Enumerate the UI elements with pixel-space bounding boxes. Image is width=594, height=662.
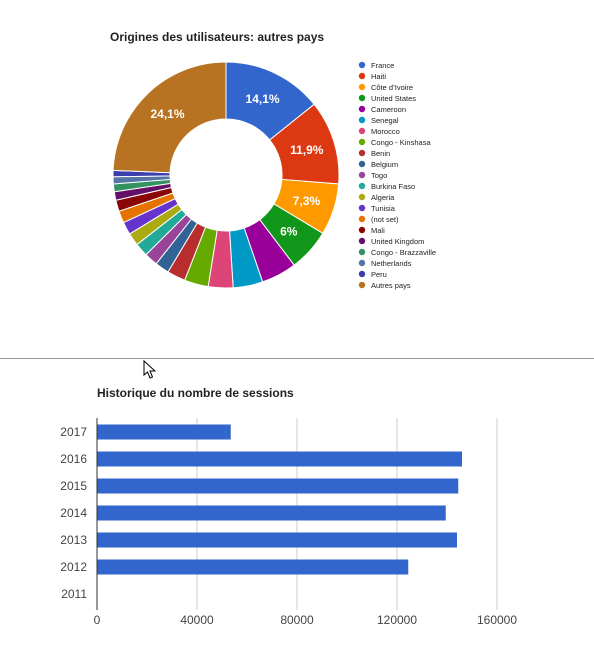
- legend-label: Haiti: [371, 72, 386, 81]
- donut-slice-label: 7,3%: [293, 194, 321, 208]
- legend-label: Cameroon: [371, 105, 406, 114]
- legend-marker-haiti: [358, 72, 366, 80]
- category-label: 2012: [60, 560, 87, 574]
- legend-label: Senegal: [371, 116, 399, 125]
- legend-label: Benin: [371, 149, 390, 158]
- legend-marker-senegal: [358, 116, 366, 124]
- legend-marker-not-set: [358, 215, 366, 223]
- legend-label: United States: [371, 94, 416, 103]
- legend-label: Morocco: [371, 127, 400, 136]
- x-tick-label: 160000: [477, 613, 517, 627]
- legend-marker-togo: [358, 171, 366, 179]
- legend-label: Peru: [371, 270, 387, 279]
- donut-chart: 14,1% 11,9% 7,3% 6% 24,1% France Haiti Côte d’I…: [112, 61, 436, 290]
- legend-marker-united-kingdom: [358, 237, 366, 245]
- legend-label: Congo - Kinshasa: [371, 138, 431, 147]
- legend-marker-cameroon: [358, 105, 366, 113]
- legend-label: Tunisia: [371, 204, 396, 213]
- legend-label: Belgium: [371, 160, 398, 169]
- category-label: 2014: [60, 506, 87, 520]
- bar-2014: [97, 505, 446, 521]
- x-tick-label: 0: [94, 613, 101, 627]
- legend-marker-algeria: [358, 193, 366, 201]
- legend-label: Côte d’Ivoire: [371, 83, 413, 92]
- legend-label: Algeria: [371, 193, 395, 202]
- bar-2016: [97, 451, 462, 467]
- category-label: 2017: [60, 425, 87, 439]
- legend-marker-belgium: [358, 160, 366, 168]
- mouse-pointer-icon: [143, 359, 157, 379]
- legend-marker-peru: [358, 270, 366, 278]
- legend-marker-netherlands: [358, 259, 366, 267]
- legend-marker-france: [358, 61, 366, 69]
- category-label: 2013: [60, 533, 87, 547]
- legend-marker-congo-brazzaville: [358, 248, 366, 256]
- legend-label: Burkina Faso: [371, 182, 415, 191]
- x-tick-label: 80000: [280, 613, 314, 627]
- donut-slice-label: 11,9%: [290, 143, 324, 157]
- bar-chart-title: Historique du nombre de sessions: [97, 386, 294, 400]
- bar-2015: [97, 478, 459, 494]
- legend-marker-cote-d-ivoire: [358, 83, 366, 91]
- x-tick-label: 40000: [180, 613, 214, 627]
- legend-label: United Kingdom: [371, 237, 424, 246]
- bar-2017: [97, 424, 231, 440]
- category-label: 2015: [60, 479, 87, 493]
- legend-label: Congo - Brazzaville: [371, 248, 436, 257]
- legend-marker-burkina-faso: [358, 182, 366, 190]
- legend-marker-united-states: [358, 94, 366, 102]
- category-label: 2016: [60, 452, 87, 466]
- donut-slice-label: 6%: [280, 225, 298, 239]
- legend-label: Netherlands: [371, 259, 412, 268]
- x-tick-label: 120000: [377, 613, 417, 627]
- donut-slice-label: 14,1%: [246, 92, 280, 106]
- legend-label: Togo: [371, 171, 387, 180]
- donut-chart-title: Origines des utilisateurs: autres pays: [110, 30, 325, 44]
- legend-marker-morocco: [358, 127, 366, 135]
- section-divider: [0, 358, 594, 359]
- donut-chart-panel: Origines des utilisateurs: autres pays 1…: [110, 30, 436, 290]
- donut-slice-label: 24,1%: [150, 107, 184, 121]
- legend-marker-tunisia: [358, 204, 366, 212]
- bar-chart: 2017 2016 2015 2014 2013 2012 2011 0 40000 80000 1…: [60, 418, 517, 627]
- legend-marker-congo-kinshasa: [358, 138, 366, 146]
- legend-label: (not set): [371, 215, 399, 224]
- category-label: 2011: [61, 587, 87, 601]
- bar-2013: [97, 532, 457, 548]
- bar-2012: [97, 559, 409, 575]
- legend-label: France: [371, 61, 394, 70]
- legend-label: Mali: [371, 226, 385, 235]
- legend-marker-mali: [358, 226, 366, 234]
- bar-chart-panel: Historique du nombre de sessions 2017 201…: [0, 359, 594, 662]
- donut-slice-autres-pays: [112, 61, 227, 174]
- legend-marker-benin: [358, 149, 366, 157]
- legend-marker-autres-pays: [358, 281, 366, 289]
- legend-label: Autres pays: [371, 281, 411, 290]
